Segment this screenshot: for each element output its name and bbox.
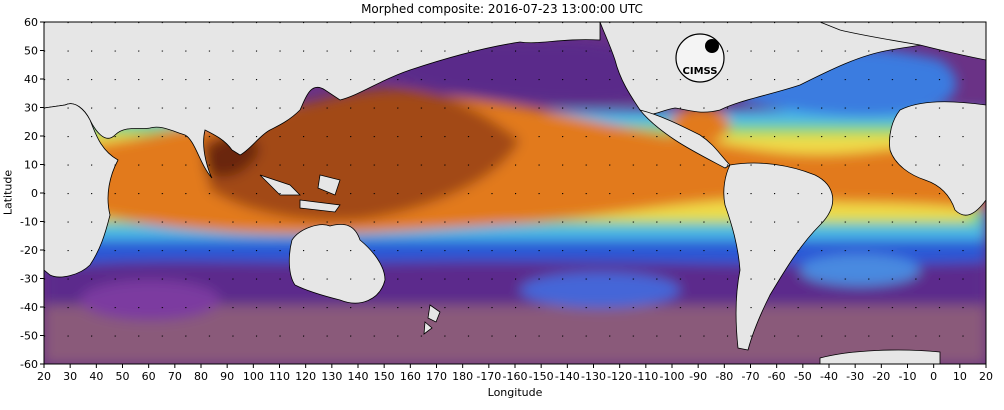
y-axis-ticks: 60 50 40 30 20 10 0 -10 -20 -30 -40 -50 -60 <box>20 16 44 371</box>
y-tick-label: -40 <box>20 301 38 314</box>
y-tick-label: -20 <box>20 244 38 257</box>
x-tick-label: 110 <box>269 370 290 383</box>
x-tick-label: -70 <box>742 370 760 383</box>
x-tick-label: 20 <box>979 370 993 383</box>
y-axis-label: Latitude <box>1 169 15 216</box>
x-tick-label: 20 <box>37 370 51 383</box>
x-tick-label: 70 <box>168 370 182 383</box>
x-tick-label: 90 <box>220 370 234 383</box>
x-tick-label: -20 <box>872 370 890 383</box>
x-tick-label: -60 <box>768 370 786 383</box>
x-tick-label: -90 <box>689 370 707 383</box>
x-tick-label: -80 <box>715 370 733 383</box>
x-tick-label: 170 <box>426 370 447 383</box>
x-tick-label: 80 <box>194 370 208 383</box>
y-tick-label: 0 <box>31 187 38 200</box>
y-tick-label: 10 <box>24 159 38 172</box>
x-tick-label: 130 <box>321 370 342 383</box>
x-tick-label: -120 <box>607 370 632 383</box>
x-tick-label: 180 <box>452 370 473 383</box>
x-tick-label: 100 <box>243 370 264 383</box>
x-tick-label: 150 <box>374 370 395 383</box>
x-tick-label: 0 <box>930 370 937 383</box>
y-tick-label: 60 <box>24 16 38 29</box>
y-tick-label: -60 <box>20 358 38 371</box>
x-tick-label: -160 <box>503 370 528 383</box>
x-tick-label: -30 <box>846 370 864 383</box>
map-title: Morphed composite: 2016-07-23 13:00:00 U… <box>361 2 643 16</box>
x-tick-label: 10 <box>953 370 967 383</box>
grid-dots <box>44 22 986 364</box>
x-tick-label: 50 <box>116 370 130 383</box>
x-tick-label: -10 <box>899 370 917 383</box>
logo-text: CIMSS <box>683 66 718 77</box>
x-tick-label: -170 <box>476 370 501 383</box>
x-tick-label: -140 <box>555 370 580 383</box>
x-tick-label: -150 <box>529 370 554 383</box>
x-tick-label: -50 <box>794 370 812 383</box>
moisture-field: CIMSS <box>44 22 986 364</box>
x-tick-label: -40 <box>820 370 838 383</box>
x-tick-label: 30 <box>63 370 77 383</box>
y-tick-label: 50 <box>24 45 38 58</box>
x-tick-label: 140 <box>348 370 369 383</box>
x-tick-label: -100 <box>660 370 685 383</box>
x-axis-ticks: 20 30 40 50 60 70 80 90 100 110 120 130 140 150 160 170… <box>37 364 993 383</box>
x-axis-label: Longitude <box>487 386 543 399</box>
x-tick-label: -110 <box>633 370 658 383</box>
x-tick-label: -130 <box>581 370 606 383</box>
x-tick-label: 60 <box>142 370 156 383</box>
y-tick-label: 40 <box>24 73 38 86</box>
y-tick-label: -50 <box>20 330 38 343</box>
x-tick-label: 120 <box>295 370 316 383</box>
x-tick-label: 160 <box>400 370 421 383</box>
cimss-logo: CIMSS <box>675 33 725 83</box>
y-tick-label: 20 <box>24 130 38 143</box>
y-tick-label: 30 <box>24 102 38 115</box>
y-tick-label: -10 <box>20 216 38 229</box>
x-tick-label: 40 <box>89 370 103 383</box>
y-tick-label: -30 <box>20 273 38 286</box>
